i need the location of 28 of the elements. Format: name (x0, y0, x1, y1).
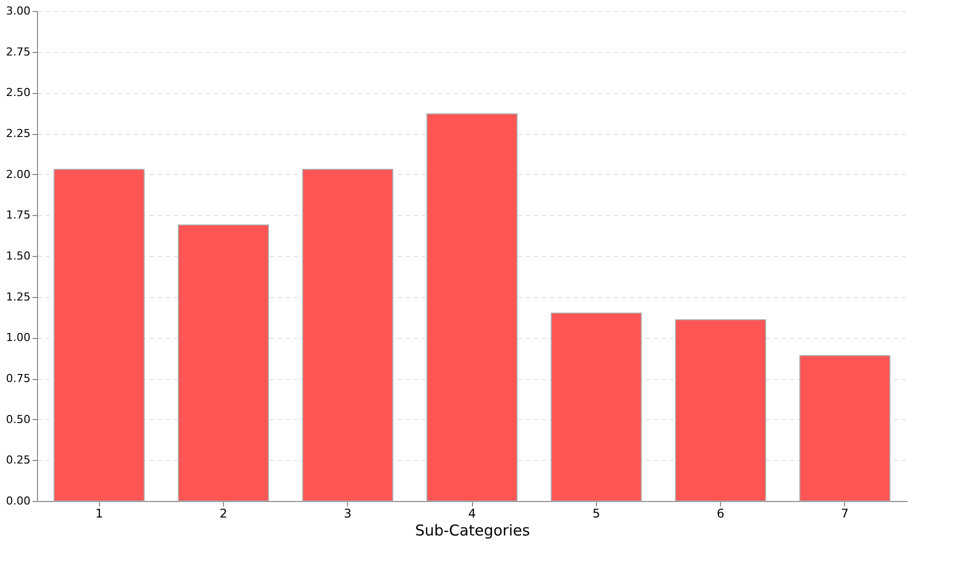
y-tick-label: 2.25 (6, 127, 30, 140)
y-tick-label: 1.25 (6, 290, 30, 304)
y-tick-label: 0.50 (6, 412, 30, 426)
x-tick-label: 2 (220, 506, 228, 520)
y-tick-label: 0.75 (6, 372, 30, 385)
bar (675, 319, 766, 502)
x-tick-label: 4 (468, 506, 476, 520)
bar (426, 113, 518, 502)
bar (54, 168, 145, 502)
y-tick-label: 0.25 (6, 454, 30, 467)
bar (799, 355, 890, 502)
x-tick-label: 7 (841, 506, 849, 520)
bar (178, 224, 269, 502)
x-tick-label: 1 (95, 506, 103, 520)
y-tick-label: 1.75 (6, 208, 30, 222)
x-tick-label: 3 (344, 506, 352, 520)
y-tick-label: 0.00 (6, 494, 30, 508)
y-tick-label: 3.00 (6, 4, 30, 18)
y-tick-label: 1.00 (6, 331, 30, 344)
x-axis-title: Sub-Categories (415, 522, 530, 540)
y-tick-label: 2.75 (6, 45, 30, 58)
x-tick-label: 5 (592, 506, 600, 520)
y-tick-label: 1.50 (6, 250, 30, 262)
bar (302, 168, 394, 502)
bar (550, 312, 642, 502)
x-tick-label: 6 (716, 506, 724, 520)
y-tick-label: 2.00 (6, 168, 30, 181)
y-tick-label: 2.50 (6, 86, 30, 100)
